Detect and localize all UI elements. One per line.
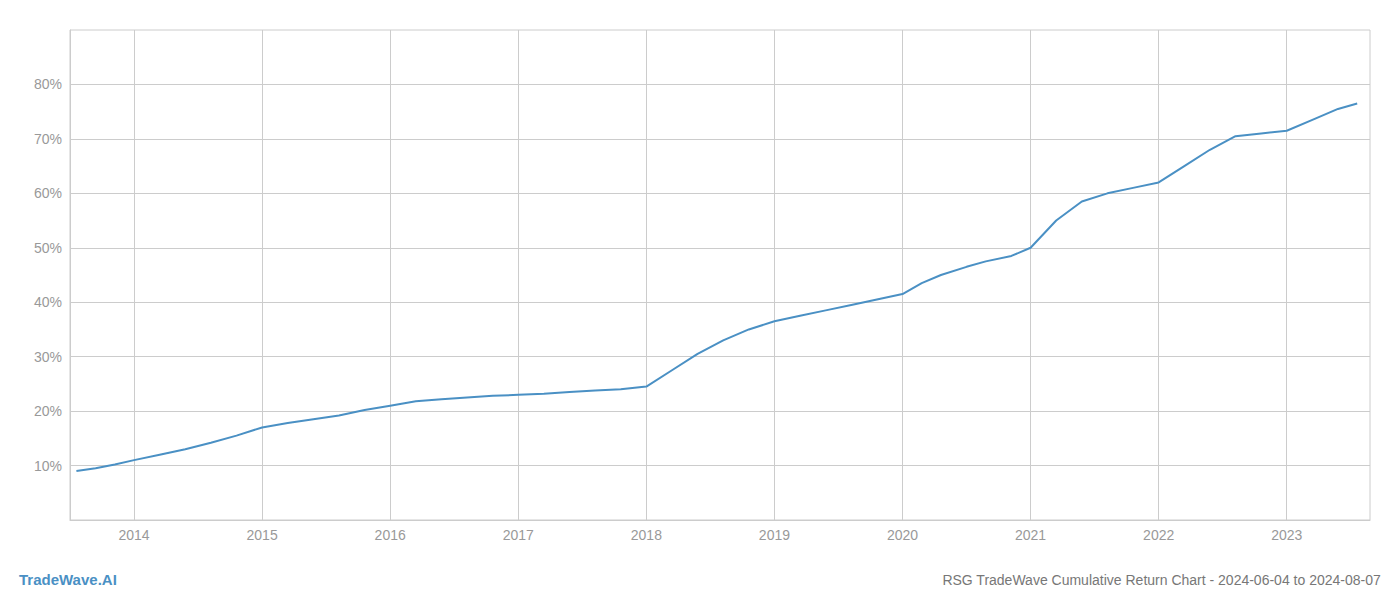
svg-text:2021: 2021	[1015, 527, 1046, 543]
svg-text:RSG TradeWave Cumulative Retur: RSG TradeWave Cumulative Return Chart - …	[942, 572, 1381, 588]
svg-text:2014: 2014	[118, 527, 149, 543]
svg-text:2023: 2023	[1271, 527, 1302, 543]
svg-text:20%: 20%	[34, 403, 62, 419]
svg-text:50%: 50%	[34, 240, 62, 256]
svg-text:30%: 30%	[34, 349, 62, 365]
svg-text:2015: 2015	[247, 527, 278, 543]
svg-text:2018: 2018	[631, 527, 662, 543]
svg-text:40%: 40%	[34, 294, 62, 310]
svg-text:2022: 2022	[1143, 527, 1174, 543]
svg-text:60%: 60%	[34, 185, 62, 201]
svg-text:70%: 70%	[34, 131, 62, 147]
svg-text:80%: 80%	[34, 76, 62, 92]
svg-text:TradeWave.AI: TradeWave.AI	[19, 571, 117, 588]
svg-text:2019: 2019	[759, 527, 790, 543]
svg-text:2020: 2020	[887, 527, 918, 543]
svg-text:10%: 10%	[34, 458, 62, 474]
svg-text:2016: 2016	[375, 527, 406, 543]
svg-text:2017: 2017	[503, 527, 534, 543]
